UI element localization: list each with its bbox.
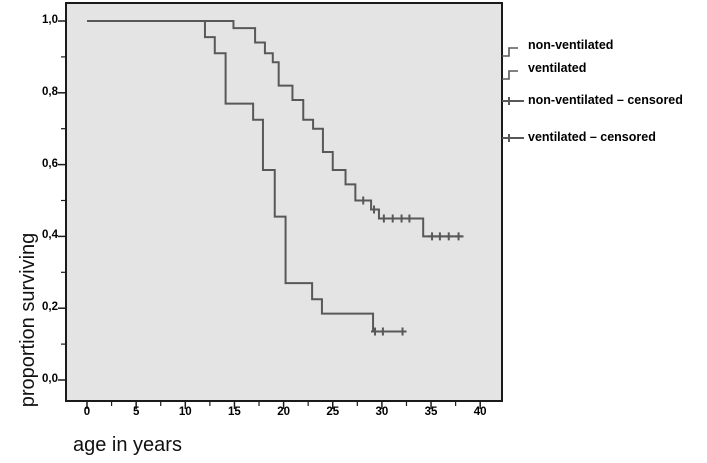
plot-area [65, 2, 503, 402]
censored-mark [378, 327, 387, 336]
censored-mark [428, 232, 437, 241]
x-tick-label: 40 [473, 406, 487, 418]
x-tick-label: 10 [178, 406, 192, 418]
legend-label-1: ventilated [528, 61, 587, 75]
legend-censored-plus-icon [502, 97, 524, 105]
y-axis-title: proportion surviving [17, 232, 39, 408]
legend-label-0: non-ventilated [528, 38, 614, 52]
legend-censored-plus-icon [502, 134, 524, 142]
y-tick-label: 0,2 [42, 301, 58, 314]
censored-mark [359, 196, 368, 205]
y-tick-label: 0,4 [42, 229, 58, 242]
x-tick-label: 0 [83, 406, 91, 418]
y-tick-label: 0,0 [42, 373, 58, 385]
censored-mark [379, 214, 388, 223]
censored-mark [405, 214, 414, 223]
legend-label-3: ventilated – censored [528, 130, 656, 144]
censored-mark [435, 232, 444, 241]
x-tick-label: 30 [375, 406, 389, 418]
censored-mark [397, 214, 406, 223]
survival-curve-ventilated [87, 20, 406, 333]
y-tick-label: 1,0 [42, 14, 58, 26]
legend-step-glyph-icon [502, 70, 518, 80]
censored-mark [371, 327, 380, 336]
censored-mark [454, 232, 463, 241]
x-tick-label: 15 [228, 406, 241, 418]
survival-curve-non-ventilated [87, 20, 464, 238]
censored-mark [370, 205, 379, 214]
x-axis-title: age in years [73, 434, 182, 456]
y-tick-label: 0,8 [42, 85, 58, 98]
censored-mark [388, 214, 397, 223]
censored-mark [398, 327, 407, 336]
y-tick-label: 0,6 [42, 157, 58, 170]
x-tick-label: 35 [424, 406, 438, 418]
legend-step-glyph-icon [502, 47, 518, 57]
x-tick-label: 20 [277, 406, 290, 418]
legend-label-2: non-ventilated – censored [528, 93, 683, 107]
x-tick-label: 5 [132, 406, 140, 418]
x-tick-label: 25 [326, 406, 340, 418]
censored-mark [444, 232, 453, 241]
